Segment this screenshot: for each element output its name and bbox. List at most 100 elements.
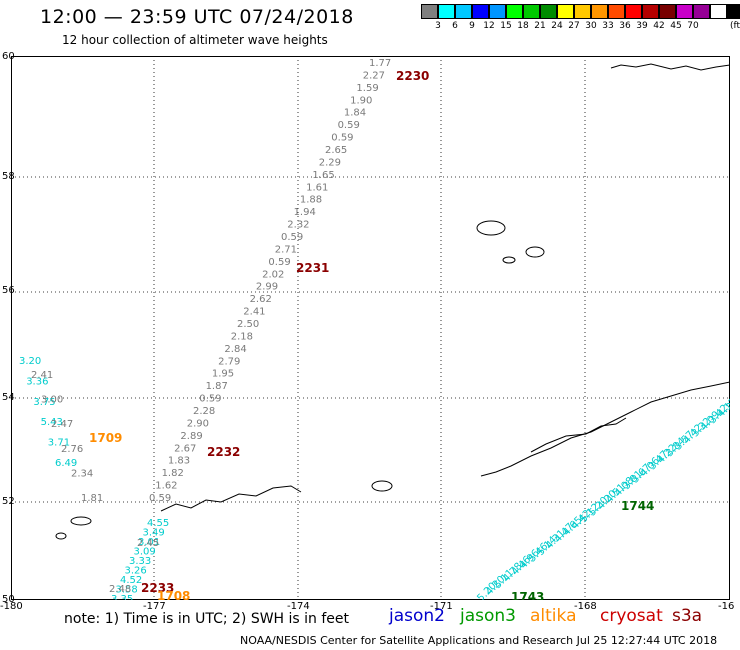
scale-swatch xyxy=(710,4,727,19)
swh-value-label: 4.55 xyxy=(147,518,169,529)
swh-value-label: 3.36 xyxy=(26,376,48,387)
credit-footer: NOAA/NESDIS Center for Satellite Applica… xyxy=(240,634,718,647)
map-svg: 1.772.271.591.901.840.590.592.652.291.65… xyxy=(11,56,730,600)
swh-value-label: 2.62 xyxy=(250,294,272,305)
legend-jason2: jason2 xyxy=(389,606,445,626)
scale-label: 21 xyxy=(534,21,546,31)
scale-swatch xyxy=(608,4,625,19)
scale-label: 24 xyxy=(551,21,563,31)
scale-label: 70 xyxy=(687,21,699,31)
legend-s3a: s3a xyxy=(672,606,703,626)
scale-label: 12 xyxy=(483,21,495,31)
map-subtitle: 12 hour collection of altimeter wave hei… xyxy=(62,33,328,47)
swh-value-label: 2.50 xyxy=(237,319,259,330)
swh-value-label: 2.67 xyxy=(174,443,196,454)
swh-value-label: 2.48 xyxy=(109,584,131,595)
lon-label-180: -180 xyxy=(0,601,23,612)
swh-value-label: 3.33 xyxy=(129,556,151,567)
swh-value-label: 2.65 xyxy=(325,145,347,156)
scale-label: 30 xyxy=(585,21,597,31)
swh-value-label: 2.28 xyxy=(193,406,215,417)
lon-label-16: -16 xyxy=(718,601,735,612)
scale-swatch xyxy=(540,4,557,19)
swh-value-label: 2.84 xyxy=(224,344,246,355)
scale-swatch xyxy=(438,4,455,19)
scale-label: 6 xyxy=(452,21,458,31)
swh-value-label: 3.49 xyxy=(143,528,165,539)
swh-value-label: 2.41 xyxy=(243,307,265,318)
time-label: 1708 xyxy=(157,589,190,600)
scale-label: 15 xyxy=(500,21,512,31)
coastline-aleutian-east xyxy=(480,381,730,477)
swh-value-label: 1.83 xyxy=(168,456,190,467)
scale-unit: (ft) xyxy=(730,21,740,31)
map-title: 12:00 — 23:59 UTC 07/24/2018 xyxy=(40,6,354,28)
swh-value-label: 3.35 xyxy=(111,594,133,600)
swh-value-label: 2.32 xyxy=(287,220,309,231)
lat-label-50: 50 xyxy=(2,594,15,605)
lon-label-174: -174 xyxy=(287,601,310,612)
scale-label: 45 xyxy=(670,21,682,31)
swh-value-label: 2.90 xyxy=(187,418,209,429)
scale-swatch xyxy=(642,4,659,19)
lon-label-171: -171 xyxy=(430,601,453,612)
time-label: 2230 xyxy=(396,69,429,83)
scale-label: 33 xyxy=(602,21,614,31)
swh-value-label: 0.59 xyxy=(331,133,353,144)
scale-swatch xyxy=(523,4,540,19)
scale-swatch xyxy=(693,4,710,19)
swh-value-label: 1.87 xyxy=(206,381,228,392)
swh-value-label: 3.01 xyxy=(138,537,160,548)
swh-value-label: 1.65 xyxy=(312,170,334,181)
coastline-peninsula xyxy=(530,417,627,453)
scale-swatch xyxy=(455,4,472,19)
island-outline xyxy=(55,532,67,540)
island-outline xyxy=(70,516,92,526)
lat-label-52: 52 xyxy=(2,496,15,507)
swh-value-label: 2.18 xyxy=(231,331,253,342)
swh-value-label: 3.09 xyxy=(134,547,156,558)
swh-value-label: 3.20 xyxy=(19,356,41,367)
swh-value-label: 1.59 xyxy=(356,83,378,94)
swh-value-label: 2.76 xyxy=(61,444,83,455)
footnote: note: 1) Time is in UTC; 2) SWH is in fe… xyxy=(64,611,350,627)
scale-swatch xyxy=(659,4,676,19)
swh-value-label: 2.71 xyxy=(275,244,297,255)
swh-value-label: 1.61 xyxy=(306,182,328,193)
coastline-north xyxy=(610,63,730,71)
swh-value-label: 1.82 xyxy=(162,468,184,479)
legend-altika: altika xyxy=(530,606,577,626)
scale-swatch xyxy=(489,4,506,19)
lat-label-60: 60 xyxy=(2,51,15,62)
lon-label-168: -168 xyxy=(574,601,597,612)
scale-label: 9 xyxy=(469,21,475,31)
legend-cryosat: cryosat xyxy=(600,606,663,626)
swh-value-label: 1.62 xyxy=(155,481,177,492)
swh-value-label: 1.90 xyxy=(350,95,372,106)
swh-value-label: 3.00 xyxy=(41,395,63,406)
swh-value-label: 1.81 xyxy=(81,493,103,504)
swh-value-label: 5.43 xyxy=(41,417,63,428)
swh-value-label: 2.34 xyxy=(71,468,93,479)
time-label: 2231 xyxy=(296,261,329,275)
swh-value-label: 1.88 xyxy=(300,195,322,206)
swh-value-label: 6.49 xyxy=(55,458,77,469)
scale-swatch xyxy=(727,4,740,19)
swh-value-label: 3.26 xyxy=(125,566,147,577)
lat-label-54: 54 xyxy=(2,392,15,403)
lat-label-56: 56 xyxy=(2,285,15,296)
swh-value-label: 2.45 xyxy=(137,538,159,549)
legend-jason3: jason3 xyxy=(460,606,516,626)
scale-label: 39 xyxy=(636,21,648,31)
scale-swatch xyxy=(625,4,642,19)
time-label: 2233 xyxy=(141,581,174,595)
swh-value-label: 2.29 xyxy=(319,157,341,168)
island-outline xyxy=(502,256,516,264)
scale-label: 36 xyxy=(619,21,631,31)
swh-value-label: 0.59 xyxy=(338,120,360,131)
map-border xyxy=(11,56,730,600)
swh-value-label: 2.27 xyxy=(363,70,385,81)
swh-value-label: 2.41 xyxy=(31,370,53,381)
swh-value-label: 3.75 xyxy=(33,397,55,408)
scale-swatch xyxy=(421,4,438,19)
